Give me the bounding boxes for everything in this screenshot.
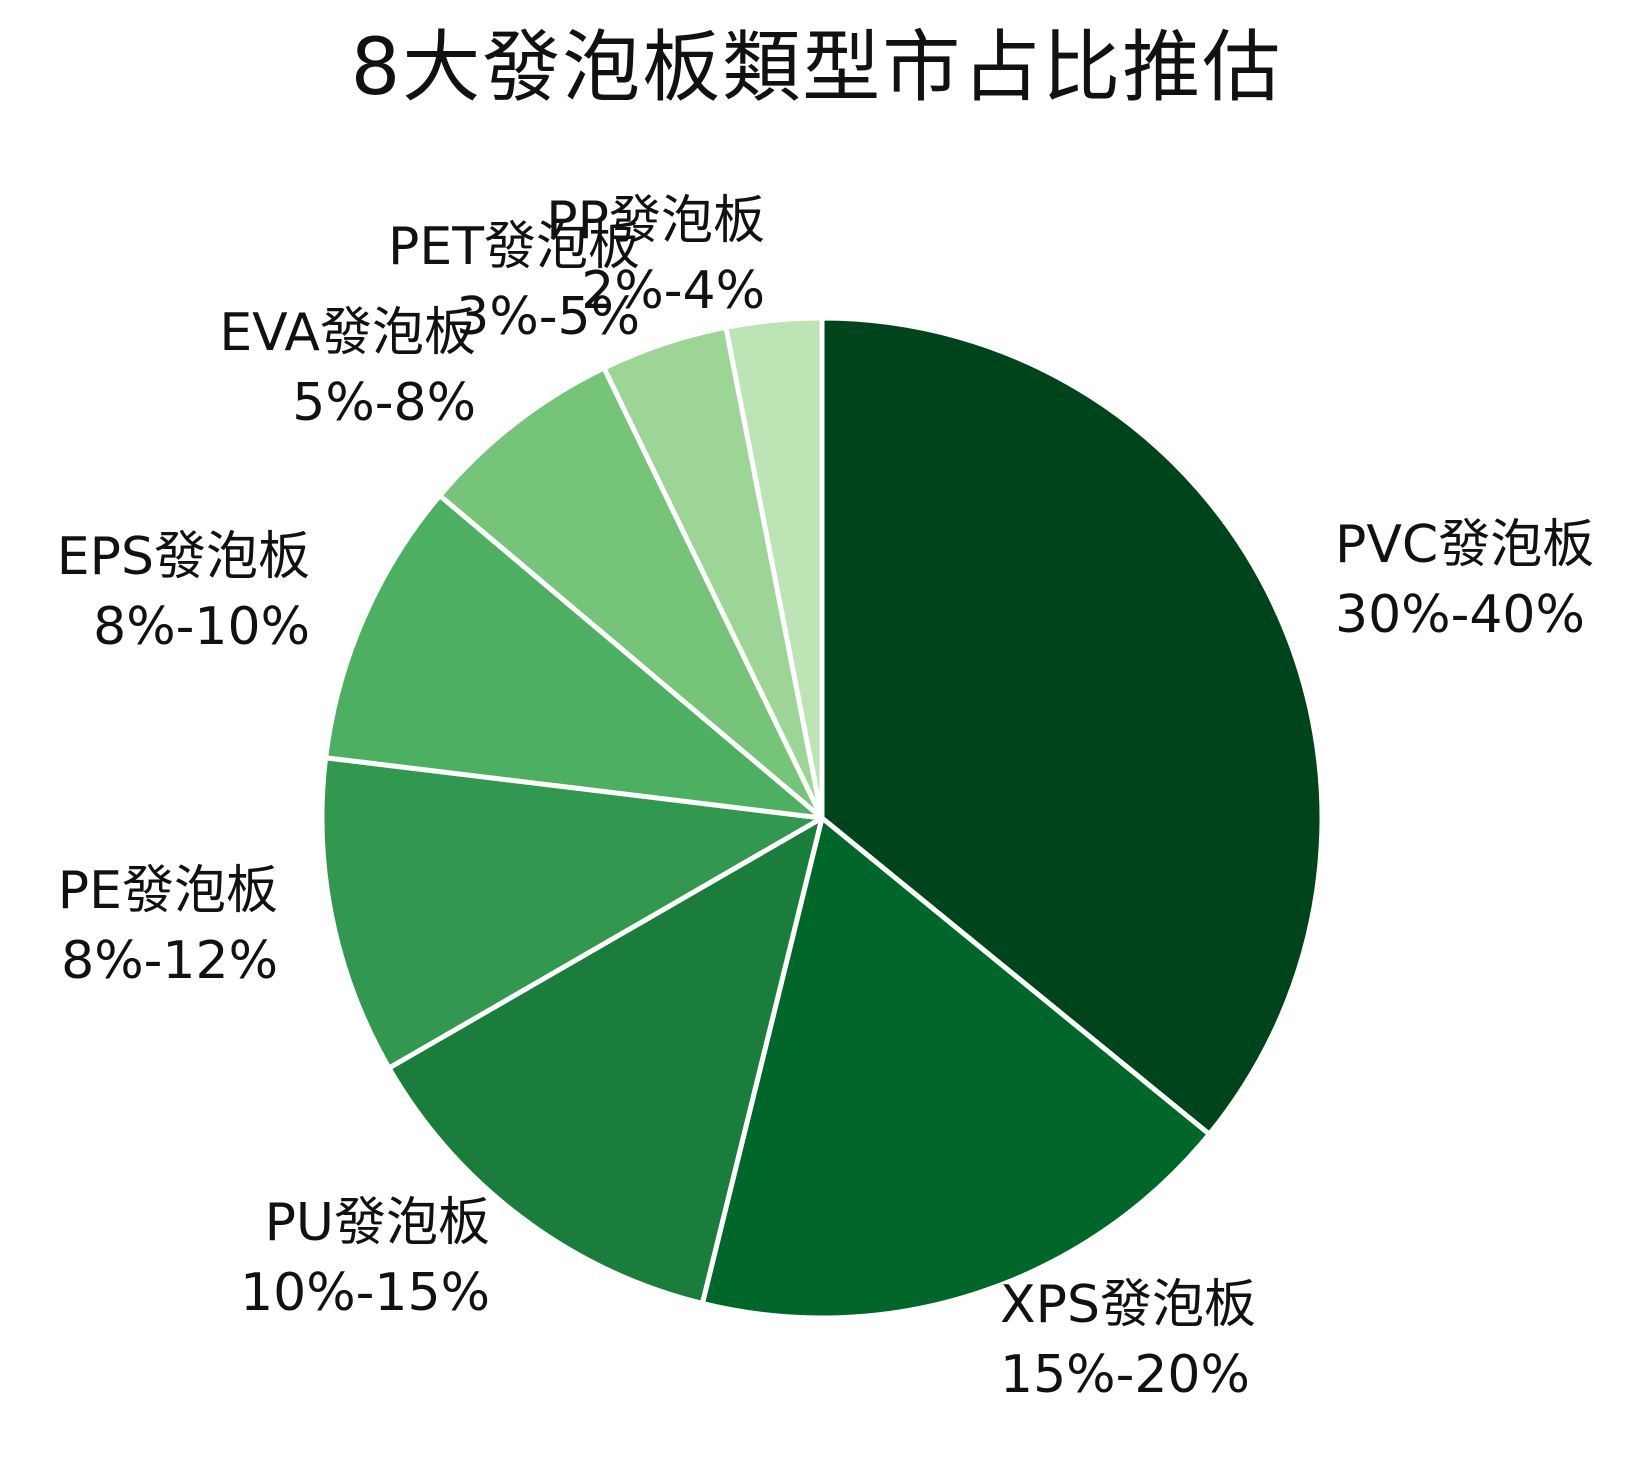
slice-name-label: EPS發泡板 (57, 527, 310, 587)
pie-slice-1 (819, 315, 1325, 1137)
pie-slice-4 (319, 755, 825, 1071)
slice-name-label: PVC發泡板 (1335, 515, 1594, 575)
pie-slice-6 (437, 365, 825, 821)
slice-range-label: 10%-15% (240, 1263, 490, 1323)
pie-slice-5 (323, 493, 825, 821)
slice-name-label: PE發泡板 (58, 861, 278, 921)
slice-range-label: 15%-20% (1000, 1345, 1250, 1405)
slice-name-label: XPS發泡板 (1000, 1275, 1256, 1335)
slice-range-label: 3%-5% (456, 287, 640, 347)
slice-name-label: EVA發泡板 (219, 303, 476, 363)
slice-name-label: PU發泡板 (265, 1193, 490, 1253)
slice-name-label: PP發泡板 (546, 191, 765, 251)
pie-slice-8 (723, 315, 825, 821)
slice-range-label: 2%-4% (581, 261, 765, 321)
pie-slice-3 (386, 815, 825, 1306)
slice-name-label: PET發泡板 (388, 217, 640, 277)
slice-range-label: 8%-12% (61, 931, 278, 991)
slice-range-label: 5%-8% (292, 373, 476, 433)
slice-range-label: 30%-40% (1335, 585, 1585, 645)
slice-range-label: 8%-10% (93, 597, 310, 657)
chart-title: 8大發泡板類型市占比推估 (350, 23, 1283, 113)
pie-slice-2 (699, 815, 1212, 1321)
